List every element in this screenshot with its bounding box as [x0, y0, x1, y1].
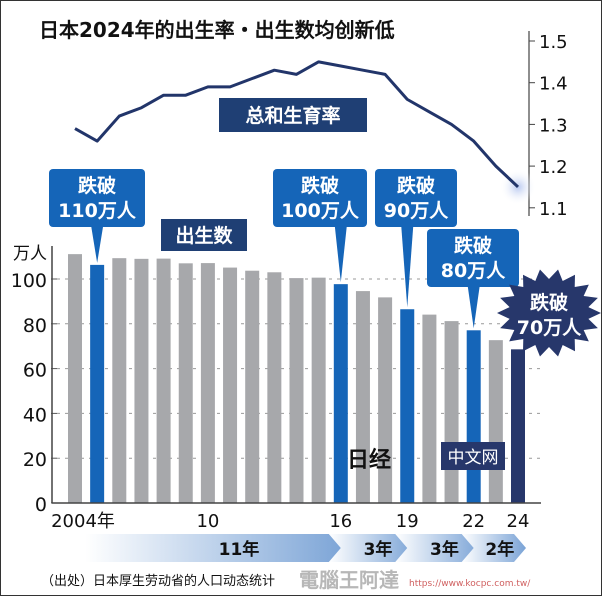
- right-tick-label: 1.1: [539, 199, 568, 220]
- bar-2005: [90, 264, 105, 503]
- callout-box: [49, 169, 145, 227]
- burst-callout-text: 跌破: [530, 291, 568, 314]
- bar-2023: [488, 340, 503, 503]
- x-tick-label: 10: [196, 511, 219, 532]
- callout-text: 跌破: [397, 174, 435, 197]
- callout-box: [273, 169, 367, 227]
- right-tick-label: 1.4: [539, 74, 568, 95]
- callout-pointer: [334, 226, 347, 283]
- x-tick-label: 2004年: [51, 511, 115, 532]
- period-arrow: [85, 534, 349, 562]
- period-label: 11年: [219, 539, 260, 560]
- bar-2021: [444, 321, 459, 503]
- period-arrow: [328, 534, 416, 562]
- bar-2024: [511, 349, 525, 503]
- x-tick-label: 19: [396, 511, 419, 532]
- source-note: （出处）日本厚生劳动省的人口动态统计: [41, 573, 275, 589]
- right-tick-label: 1.5: [539, 32, 568, 53]
- y-axis-unit: 万人: [13, 244, 47, 264]
- line-series-label: 总和生育率: [245, 104, 340, 127]
- callout-pointer: [401, 226, 414, 308]
- bar-2009: [178, 263, 193, 503]
- bar-2018: [378, 297, 393, 503]
- bar-2011: [223, 267, 238, 503]
- bar-2020: [422, 314, 437, 503]
- bar-2006: [112, 258, 127, 503]
- bar-2019: [400, 309, 415, 503]
- y-tick-label: 40: [23, 404, 47, 426]
- x-tick-label: 24: [507, 511, 530, 532]
- bar-2017: [355, 291, 370, 503]
- right-tick-label: 1.2: [539, 157, 568, 178]
- chart-title: 日本2024年的出生率・出生数均创新低: [39, 18, 395, 42]
- y-tick-label: 20: [23, 449, 47, 471]
- right-tick-label: 1.3: [539, 115, 568, 136]
- watermark2-url: https://www.kocpc.com.tw/: [409, 579, 531, 589]
- watermark-text: 中文网: [448, 448, 499, 468]
- watermark-logo: 日经: [347, 447, 391, 473]
- bar-2010: [200, 263, 215, 503]
- bar-2014: [289, 278, 304, 503]
- callout-text: 90万人: [384, 200, 449, 222]
- bar-2013: [267, 272, 282, 503]
- burst-callout: [497, 269, 601, 357]
- callout-text: 跌破: [78, 174, 116, 197]
- callout-text: 100万人: [281, 200, 360, 222]
- bar-2008: [156, 258, 171, 503]
- bar-2016: [333, 284, 348, 503]
- period-arrow: [395, 534, 482, 562]
- watermark-box: [441, 442, 505, 470]
- x-tick-label: 22: [462, 511, 485, 532]
- callout-pointer: [467, 286, 480, 329]
- line-series-tfr: [74, 60, 520, 189]
- callout-box: [375, 169, 457, 227]
- y-tick-label: 80: [23, 315, 47, 337]
- callout-text: 跌破: [454, 234, 492, 257]
- y-tick-label: 60: [23, 360, 47, 382]
- bar-series-label: 出生数: [175, 224, 233, 247]
- y-tick-label: 100: [11, 270, 47, 292]
- x-tick-label: 16: [329, 511, 352, 532]
- line-series-label-box: [219, 98, 367, 132]
- period-arrow: [461, 534, 526, 562]
- watermark2-logo: 電腦王阿達: [299, 568, 399, 592]
- period-label: 3年: [364, 539, 393, 560]
- bar-2022: [466, 330, 481, 503]
- callout-text: 110万人: [58, 200, 137, 222]
- bar-2015: [311, 277, 326, 503]
- callout-text: 80万人: [441, 260, 506, 282]
- y-tick-label: 0: [35, 494, 47, 516]
- period-label: 3年: [430, 539, 459, 560]
- bar-2012: [245, 270, 260, 503]
- bar-2007: [134, 258, 149, 503]
- callout-pointer: [91, 226, 104, 263]
- bar-2004: [68, 254, 82, 503]
- callout-box: [427, 229, 519, 287]
- callout-text: 跌破: [301, 174, 339, 197]
- period-label: 2年: [485, 539, 514, 560]
- burst-callout-text: 70万人: [517, 317, 582, 339]
- bar-series-label-box: [161, 219, 247, 251]
